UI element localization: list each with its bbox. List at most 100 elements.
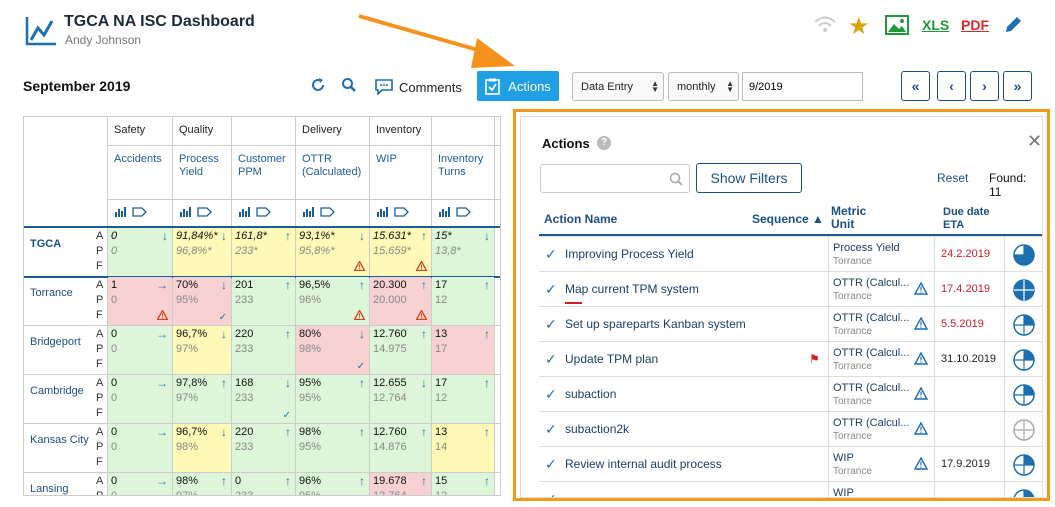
metric-header[interactable]: Customer PPM bbox=[238, 153, 286, 178]
export-xls-button[interactable]: XLS bbox=[922, 17, 950, 33]
action-name[interactable]: Update TPM plan bbox=[565, 352, 659, 366]
kpi-cell[interactable]: 0 0 ↓ bbox=[108, 228, 172, 276]
kpi-cell[interactable]: 17 12 ↑ bbox=[432, 277, 494, 325]
star-icon[interactable]: ★ bbox=[848, 13, 870, 40]
actions-button[interactable]: Actions bbox=[477, 71, 559, 101]
action-name[interactable]: Review internal audit process bbox=[565, 457, 722, 471]
kpi-cell[interactable]: 98% 95% ↑ bbox=[296, 424, 369, 472]
metric-name: OTTR (Calcul... bbox=[833, 347, 910, 359]
kpi-cell[interactable]: 168 233 ↓ ✓ bbox=[232, 375, 295, 423]
action-name[interactable]: Set up spareparts Kanban system bbox=[565, 317, 746, 331]
kpi-cell[interactable]: 70% 95% ↓ ✓ bbox=[173, 277, 231, 325]
frequency-select[interactable]: monthly ▲ ▼ bbox=[668, 72, 739, 101]
kpi-cell[interactable]: 220 233 ↑ bbox=[232, 424, 295, 472]
help-icon[interactable]: ? bbox=[597, 136, 611, 150]
kpi-cell[interactable]: 98% 97% ↑ bbox=[173, 473, 231, 495]
action-name[interactable]: subaction bbox=[565, 387, 617, 401]
plant-label[interactable]: Lansing bbox=[30, 483, 69, 495]
chart-tag-icons[interactable] bbox=[180, 206, 214, 221]
comments-button[interactable]: Comments bbox=[375, 73, 462, 101]
action-row[interactable]: ✓ subaction OTTR (Calcul... Torrance bbox=[539, 376, 1042, 412]
kpi-cell[interactable]: 91,84%* 96,8%* ↓ bbox=[173, 228, 231, 276]
action-row[interactable]: ✓ Map current TPM system OTTR (Calcul...… bbox=[539, 271, 1042, 307]
next-period-button[interactable]: › bbox=[970, 71, 999, 101]
chart-tag-icons[interactable] bbox=[239, 206, 273, 221]
kpi-cell[interactable]: 97,8% 97% ↑ bbox=[173, 375, 231, 423]
chart-tag-icons[interactable] bbox=[303, 206, 337, 221]
image-icon[interactable] bbox=[885, 15, 909, 40]
metric-header[interactable]: WIP bbox=[376, 153, 397, 165]
kpi-cell[interactable]: 12.760 14.975 ↑ bbox=[370, 326, 431, 374]
kpi-cell[interactable]: 80% 98% ↓ ✓ bbox=[296, 326, 369, 374]
kpi-cell[interactable]: 96,5% 96% ↑ bbox=[296, 277, 369, 325]
mode-select[interactable]: Data Entry ▲ ▼ bbox=[572, 72, 664, 101]
col-action-name[interactable]: Action Name bbox=[544, 212, 618, 226]
action-row[interactable]: ✓ Review internal audit process WIP Torr… bbox=[539, 446, 1042, 482]
plant-label[interactable]: Torrance bbox=[30, 287, 73, 299]
metric-header[interactable]: Process Yield bbox=[179, 153, 219, 178]
first-period-button[interactable]: « bbox=[901, 71, 930, 101]
col-due-date[interactable]: Due date ETA bbox=[943, 206, 990, 231]
plant-label[interactable]: Bridgeport bbox=[30, 336, 81, 348]
kpi-cell[interactable]: 201 233 ↑ bbox=[232, 277, 295, 325]
edit-pencil-icon[interactable] bbox=[1003, 15, 1023, 40]
col-sequence[interactable]: Sequence ▲ bbox=[752, 212, 824, 226]
kpi-cell[interactable]: 20.300 20.000 ↑ bbox=[370, 277, 431, 325]
metric-header[interactable]: Inventory Turns bbox=[438, 153, 484, 178]
kpi-cell[interactable]: 1 0 → bbox=[108, 277, 172, 325]
kpi-cell[interactable]: 96% 95% ↑ bbox=[296, 473, 369, 495]
trend-arrow-icon: ↓ bbox=[221, 327, 227, 341]
export-pdf-button[interactable]: PDF bbox=[961, 17, 989, 33]
kpi-cell[interactable]: 17 12 ↑ bbox=[432, 375, 494, 423]
chart-tag-icons[interactable] bbox=[377, 206, 411, 221]
reset-link[interactable]: Reset bbox=[937, 171, 969, 185]
action-row[interactable]: ✓ Set up spareparts Kanban system OTTR (… bbox=[539, 306, 1042, 342]
kpi-cell[interactable]: 13 14 ↑ bbox=[432, 424, 494, 472]
kpi-cell[interactable]: 0 0 → bbox=[108, 424, 172, 472]
kpi-cell[interactable]: 15 12 ↑ bbox=[432, 473, 494, 495]
kpi-cell[interactable]: 96,7% 98% ↓ bbox=[173, 424, 231, 472]
refresh-icon[interactable] bbox=[310, 77, 326, 98]
last-period-button[interactable]: » bbox=[1003, 71, 1032, 101]
panel-search-input[interactable] bbox=[540, 164, 690, 193]
kpi-cell[interactable]: 93,1%* 95,8%* ↓ bbox=[296, 228, 369, 276]
action-name[interactable]: subaction2k bbox=[565, 422, 630, 436]
col-metric-unit[interactable]: Metric Unit bbox=[831, 204, 867, 231]
metric-header[interactable]: Accidents bbox=[114, 153, 162, 165]
plant-label[interactable]: Kansas City bbox=[30, 434, 89, 446]
progress-pie-icon bbox=[1004, 307, 1042, 342]
kpi-cell[interactable]: 0 0 → bbox=[108, 326, 172, 374]
kpi-cell[interactable]: 12.760 14.876 ↑ bbox=[370, 424, 431, 472]
action-name[interactable]: Map current TPM system bbox=[565, 282, 699, 296]
action-row[interactable]: ✓ Update TPM plan ⚑ OTTR (Calcul... Torr… bbox=[539, 341, 1042, 377]
kpi-cell[interactable]: 0 233 ↑ bbox=[232, 473, 295, 495]
action-row[interactable]: ✓ WIP bbox=[539, 481, 1042, 497]
kpi-cell[interactable]: 0 0 → bbox=[108, 375, 172, 423]
date-input[interactable] bbox=[742, 72, 863, 101]
search-icon[interactable] bbox=[341, 77, 357, 98]
plant-label[interactable]: Cambridge bbox=[30, 385, 84, 397]
kpi-cell[interactable]: 95% 95% ↑ bbox=[296, 375, 369, 423]
action-row[interactable]: ✓ subaction2k OTTR (Calcul... Torrance bbox=[539, 411, 1042, 447]
comment-icon bbox=[375, 79, 393, 95]
trend-arrow-icon: → bbox=[156, 376, 168, 390]
action-row[interactable]: ✓ Improving Process Yield Process Yield … bbox=[539, 236, 1042, 272]
kpi-cell[interactable]: 19.678 12.764 ↑ bbox=[370, 473, 431, 495]
metric-header[interactable]: OTTR (Calculated) bbox=[302, 153, 362, 178]
kpi-cell[interactable]: 15* 13,8* ↓ bbox=[432, 228, 494, 276]
kpi-cell[interactable]: 12.655 12.764 ↓ bbox=[370, 375, 431, 423]
kpi-cell[interactable]: 13 17 ↑ bbox=[432, 326, 494, 374]
kpi-cell[interactable]: 220 233 ↑ bbox=[232, 326, 295, 374]
chart-tag-icons[interactable] bbox=[439, 206, 473, 221]
kpi-cell[interactable]: 0 0 → bbox=[108, 473, 172, 495]
prev-period-button[interactable]: ‹ bbox=[937, 71, 966, 101]
kpi-cell[interactable]: 96,7% 97% ↓ bbox=[173, 326, 231, 374]
close-icon[interactable]: ✕ bbox=[1027, 131, 1043, 151]
kpi-cell[interactable]: 161,8* 233* ↑ bbox=[232, 228, 295, 276]
action-name[interactable]: Improving Process Yield bbox=[565, 247, 694, 261]
show-filters-button[interactable]: Show Filters bbox=[696, 163, 802, 193]
wifi-icon[interactable] bbox=[813, 14, 837, 39]
plant-label[interactable]: TGCA bbox=[30, 238, 62, 250]
chart-tag-icons[interactable] bbox=[115, 206, 149, 221]
kpi-cell[interactable]: 15.631* 15.659* ↑ bbox=[370, 228, 431, 276]
